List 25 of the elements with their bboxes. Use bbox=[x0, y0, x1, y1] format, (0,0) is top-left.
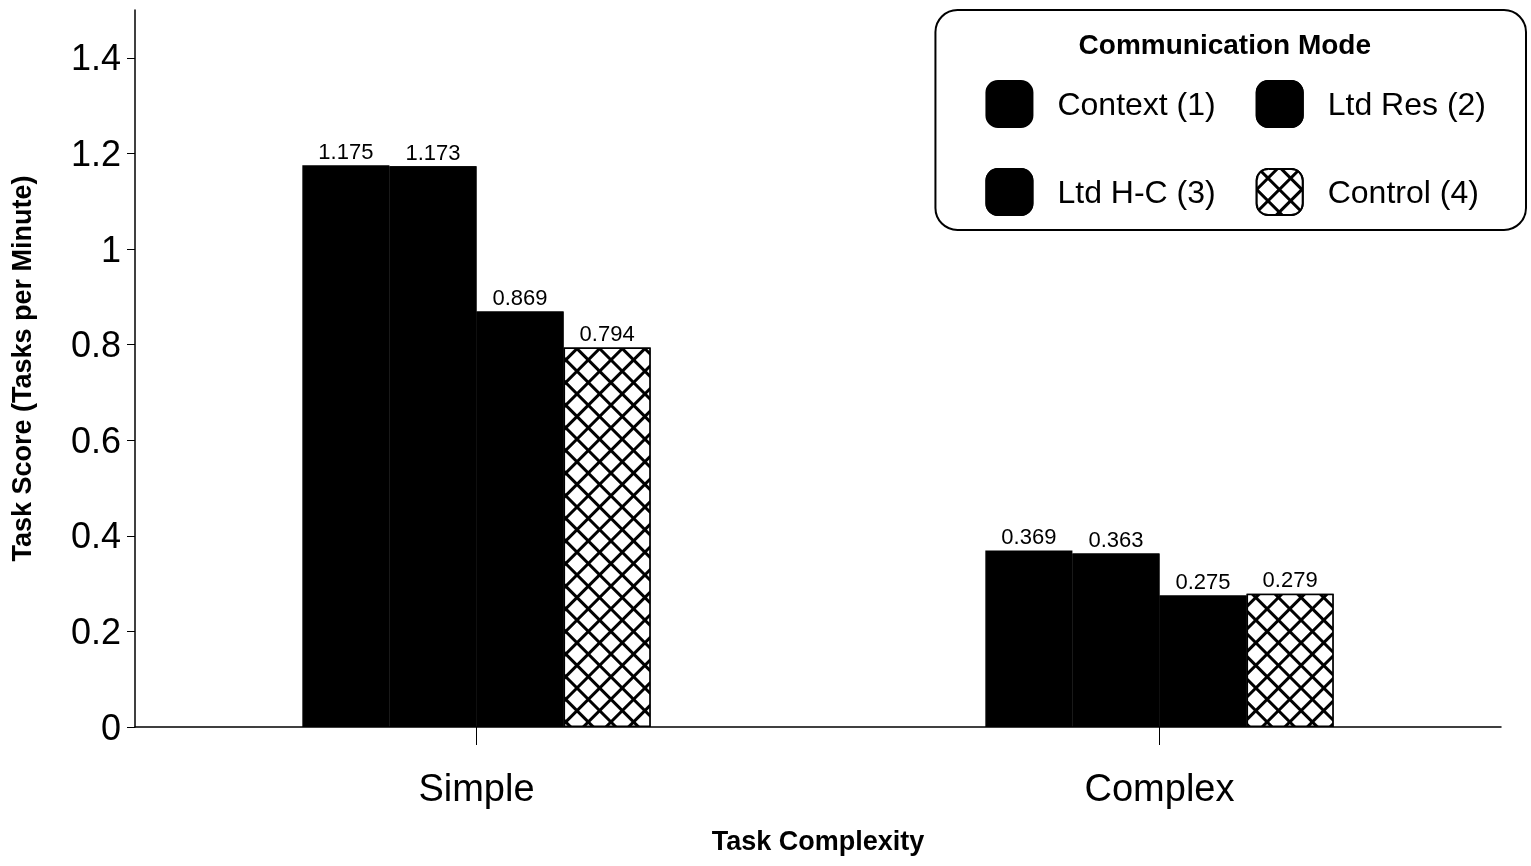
legend-label: Context (1) bbox=[1057, 86, 1216, 122]
legend-label: Ltd H-C (3) bbox=[1057, 174, 1216, 210]
y-tick-label: 0 bbox=[100, 706, 121, 748]
data-label: 0.869 bbox=[492, 285, 548, 311]
data-label: 0.279 bbox=[1262, 567, 1318, 593]
y-tick-label: 1.2 bbox=[70, 132, 121, 174]
y-tick-label: 1.4 bbox=[70, 37, 121, 79]
y-tick-label: 0.6 bbox=[70, 419, 121, 461]
x-axis-title: Task Complexity bbox=[711, 825, 925, 856]
y-tick-label: 0.4 bbox=[70, 515, 121, 557]
y-tick-label: 1 bbox=[100, 228, 121, 270]
x-tick-label: Complex bbox=[1084, 767, 1235, 809]
legend-title: Communication Mode bbox=[1078, 28, 1372, 60]
data-label: 1.175 bbox=[318, 138, 374, 164]
x-tick-label: Simple bbox=[418, 767, 535, 809]
data-label: 0.363 bbox=[1088, 526, 1144, 552]
legend-label: Control (4) bbox=[1327, 174, 1479, 210]
data-label: 1.173 bbox=[405, 139, 461, 165]
y-tick-label: 0.8 bbox=[70, 324, 121, 366]
data-label: 0.275 bbox=[1175, 569, 1231, 595]
data-label: 0.369 bbox=[1001, 524, 1057, 550]
y-axis-title: Task Score (Tasks per Minute) bbox=[6, 175, 37, 562]
legend-label: Ltd Res (2) bbox=[1327, 86, 1486, 122]
y-tick-label: 0.2 bbox=[70, 610, 121, 652]
data-label: 0.794 bbox=[579, 320, 635, 346]
